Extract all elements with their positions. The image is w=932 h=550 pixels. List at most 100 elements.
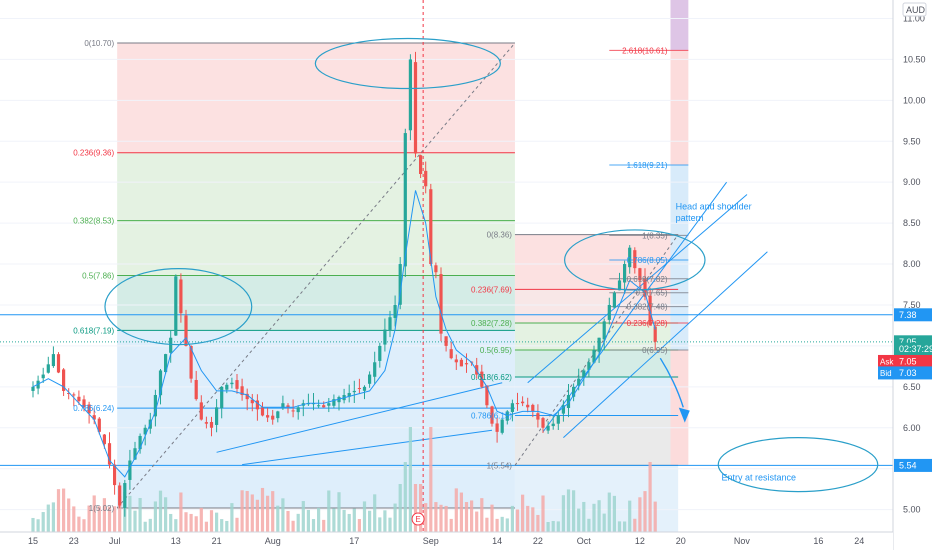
candle-body bbox=[572, 386, 576, 397]
volume-bar bbox=[526, 505, 530, 532]
volume-bar bbox=[368, 510, 372, 532]
volume-bar bbox=[475, 511, 479, 532]
fib-ext-zone bbox=[670, 164, 689, 350]
fib-lower-label: 0(8.36) bbox=[487, 231, 513, 240]
fib-lower-zone bbox=[514, 377, 679, 416]
candle-body bbox=[393, 304, 397, 318]
candle-body bbox=[158, 370, 163, 396]
volume-bar bbox=[444, 505, 448, 532]
volume-bar bbox=[485, 517, 489, 532]
candle-body bbox=[51, 354, 55, 367]
candle-body bbox=[362, 386, 367, 391]
candle-body bbox=[424, 170, 428, 187]
fib-right-label: 0.5(7.65) bbox=[635, 289, 667, 298]
time-axis-bg bbox=[0, 532, 893, 550]
volume-bar bbox=[429, 427, 433, 532]
volume-bar bbox=[419, 484, 423, 532]
fib-right-label: 0.382(7.48) bbox=[627, 303, 668, 312]
candle-body bbox=[643, 279, 647, 297]
candle-body bbox=[515, 403, 520, 405]
candle-body bbox=[597, 337, 601, 352]
volume-bar bbox=[296, 513, 300, 532]
volume-bar bbox=[62, 488, 66, 532]
volume-bar bbox=[633, 518, 637, 532]
volume-bar bbox=[286, 510, 290, 532]
volume-bar bbox=[306, 509, 310, 532]
candle-body bbox=[164, 354, 168, 373]
volume-bar bbox=[276, 505, 280, 532]
volume-bar bbox=[378, 517, 382, 532]
candle-body bbox=[444, 336, 448, 346]
y-tick-label: 6.00 bbox=[903, 423, 921, 433]
candle-body bbox=[373, 362, 377, 377]
price-label-prefix-box bbox=[878, 366, 894, 380]
fib-lower-label: 0.618(6.62) bbox=[471, 373, 512, 382]
volume-bar bbox=[536, 514, 540, 532]
fib-right-label: 0.236(7.28) bbox=[627, 319, 668, 328]
volume-bar bbox=[189, 513, 193, 532]
volume-bar bbox=[612, 495, 616, 532]
volume-bar bbox=[495, 518, 499, 532]
currency-box[interactable] bbox=[902, 2, 927, 17]
candle-body bbox=[490, 406, 494, 424]
highlight-circle-shoulder bbox=[104, 268, 253, 346]
volume-bar bbox=[572, 490, 576, 532]
volume-bar bbox=[245, 490, 249, 532]
volume-bar bbox=[408, 427, 412, 532]
volume-bar bbox=[266, 495, 270, 532]
volume-bar bbox=[464, 502, 469, 532]
candle-body bbox=[56, 354, 61, 373]
volume-bar bbox=[164, 497, 168, 532]
volume-bar bbox=[383, 510, 387, 532]
volume-bar bbox=[56, 489, 61, 532]
fib-lower-diagonal bbox=[514, 234, 679, 466]
volume-bar bbox=[240, 490, 244, 532]
volume-bar bbox=[194, 516, 198, 532]
candle-body bbox=[67, 392, 71, 394]
candle-body bbox=[255, 400, 259, 410]
candle-body bbox=[434, 265, 438, 273]
candle-body bbox=[521, 401, 525, 404]
y-tick-label: 9.50 bbox=[903, 136, 921, 146]
candle-body bbox=[388, 317, 392, 331]
fib-ext-zone bbox=[670, 350, 689, 466]
candle-body bbox=[271, 415, 275, 420]
candle-body bbox=[653, 326, 657, 342]
volume-bar bbox=[373, 494, 377, 532]
candle-body bbox=[199, 402, 203, 420]
candle-body bbox=[546, 425, 550, 431]
price-axis: 5.005.506.006.507.007.508.008.509.009.50… bbox=[878, 0, 932, 550]
x-tick-label: 21 bbox=[212, 536, 222, 546]
candle-body bbox=[179, 279, 183, 314]
fib-right-label: 0(6.95) bbox=[642, 346, 668, 355]
volume-bar bbox=[439, 504, 443, 532]
volume-bar bbox=[36, 519, 40, 532]
volume-bar bbox=[582, 501, 586, 532]
fib-zones bbox=[117, 0, 689, 532]
candle-body bbox=[72, 394, 76, 396]
fib-upper-label: 0.5(7.86) bbox=[82, 272, 114, 281]
candle-body bbox=[383, 329, 387, 345]
earnings-marker[interactable] bbox=[411, 512, 425, 526]
volume-bar bbox=[556, 521, 560, 532]
candle-body bbox=[118, 485, 122, 506]
price-label-box bbox=[894, 308, 932, 322]
x-tick-label: Oct bbox=[577, 536, 592, 546]
annotation-text: pattern bbox=[676, 213, 704, 223]
candle-body bbox=[602, 321, 606, 340]
currency-label: AUD bbox=[906, 5, 926, 15]
volume-bar bbox=[77, 516, 81, 532]
candle-body bbox=[337, 397, 341, 403]
price-label-prefix-box bbox=[878, 354, 894, 368]
fib-upper-zone bbox=[117, 275, 515, 331]
candle-body bbox=[204, 422, 208, 424]
fib-ext-zone bbox=[670, 50, 689, 165]
volume-bar bbox=[342, 509, 346, 532]
volume-bar bbox=[143, 521, 147, 532]
fib-right-label: 1(8.35) bbox=[642, 231, 668, 240]
fib-lower-zone bbox=[514, 234, 679, 290]
candle-body bbox=[551, 423, 555, 427]
candle-body bbox=[439, 274, 443, 334]
channel-line bbox=[563, 251, 768, 438]
